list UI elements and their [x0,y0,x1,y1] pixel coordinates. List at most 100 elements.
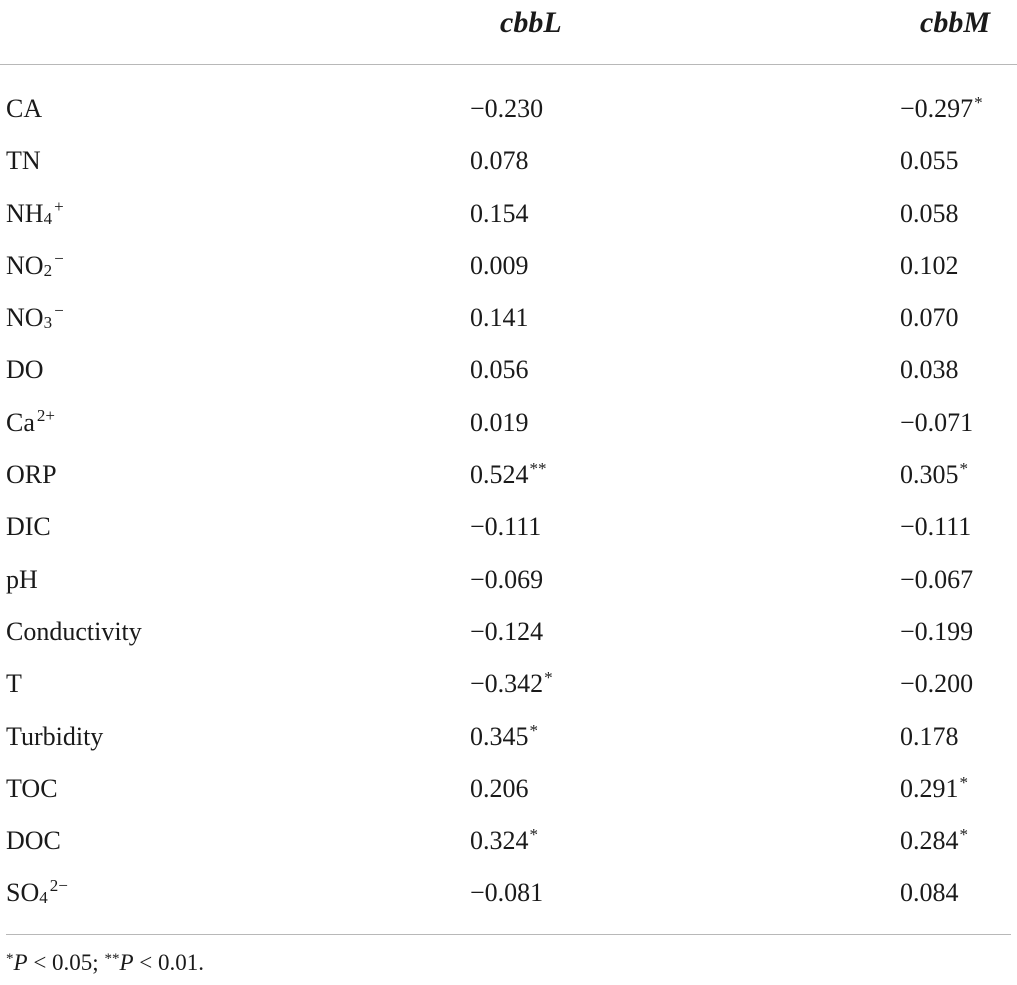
cell-cbbL: −0.342* [470,658,610,713]
cell-cbbM: 0.070 [900,292,1017,344]
row-label-superscript: 2− [49,876,68,896]
table-footnote: *P < 0.05; **P < 0.01. [6,948,204,981]
significance-marker: * [974,93,983,112]
cell-cbbL: 0.056 [470,344,610,396]
cell-cbbM: 0.058 [900,188,1017,240]
cell-value: −0.081 [470,878,544,908]
cell-value: −0.071 [900,407,974,437]
row-label: pH [6,564,38,594]
row-label: DO [6,355,44,385]
table-body: CA −0.230 −0.297* TN 0.078 0.055 NH4+ 0.154 0.05… [0,83,1017,920]
row-label: Conductivity [6,616,142,646]
significance-marker: * [529,825,539,845]
row-label: TN [6,146,41,176]
cell-value: −0.199 [900,616,974,646]
cell-value: 0.078 [470,146,529,176]
table-row: NH4+ 0.154 0.058 [0,188,1017,240]
table-row: DOC 0.324* 0.284* [0,815,1017,867]
cell-cbbM: 0.038 [900,344,1017,396]
cell-cbbL: 0.324* [470,815,610,870]
cell-value: 0.056 [470,355,529,385]
cell-cbbL: −0.230 [470,83,610,135]
cell-cbbL: 0.524** [470,449,610,504]
cell-value: 0.206 [470,773,529,803]
row-label-superscript: 2+ [36,405,55,425]
cell-cbbM: 0.055 [900,135,1017,187]
cell-cbbL: 0.345* [470,711,610,766]
table-row: DO 0.056 0.038 [0,344,1017,396]
footnote-text-2: < 0.01. [133,950,204,975]
significance-marker: ** [529,459,547,479]
cell-value: 0.524 [470,460,529,490]
significance-marker: * [529,720,539,740]
row-label: Ca 2+ [6,397,55,452]
footnote-text-1: < 0.05; [27,950,105,975]
cell-cbbM: −0.199 [900,606,1017,658]
cell-cbbM: −0.067 [900,554,1017,606]
cell-cbbL: 0.078 [470,135,610,187]
row-label: TOC [6,773,58,803]
row-label-base: Ca [6,407,35,437]
cell-value: 0.019 [470,407,529,437]
cell-value: 0.178 [900,721,959,751]
cell-cbbM: −0.071 [900,397,1017,449]
cell-cbbL: 0.206 [470,763,610,815]
cell-value: 0.154 [470,198,529,228]
footnote-p-2: P [119,950,134,975]
table-row: T −0.342* −0.200 [0,658,1017,710]
column-header-cbbM: cbbM [920,6,990,39]
cell-value: 0.009 [470,250,529,280]
significance-marker: * [959,459,969,479]
cell-value: 0.070 [900,303,959,333]
cell-value: 0.141 [470,303,529,333]
cell-cbbM: 0.084 [900,867,1017,919]
row-label: NO3− [6,292,64,347]
cell-cbbL: 0.154 [470,188,610,240]
cell-value: 0.324 [470,826,529,856]
cell-value: −0.111 [470,512,542,542]
cell-value: 0.084 [900,878,959,908]
row-label-subscript: 2 [43,260,53,280]
cell-value: −0.067 [900,564,974,594]
table-row: NO3− 0.141 0.070 [0,292,1017,344]
cell-value: −0.111 [900,512,972,542]
table-row: SO42− −0.081 0.084 [0,867,1017,919]
cell-value: 0.055 [900,146,959,176]
row-label-subscript: 4 [43,208,53,228]
footnote-p-1: P [13,950,28,975]
row-label-subscript: 3 [43,313,53,333]
cell-value: −0.200 [900,669,974,699]
table-header: cbbL cbbM [0,0,1017,65]
cell-cbbL: −0.069 [470,554,610,606]
cell-value: 0.291 [900,773,959,803]
row-label: NO2− [6,240,64,295]
cell-value: −0.069 [470,564,544,594]
row-label: Turbidity [6,721,104,751]
row-label-base: NO [6,250,44,280]
table-row: pH −0.069 −0.067 [0,554,1017,606]
table-row: DIC −0.111 −0.111 [0,501,1017,553]
cell-value: 0.102 [900,250,959,280]
cell-value: 0.038 [900,355,959,385]
cell-cbbL: 0.009 [470,240,610,292]
cell-cbbM: −0.297* [900,83,1017,138]
cell-cbbL: 0.019 [470,397,610,449]
cell-value: −0.124 [470,616,544,646]
table-row: Ca 2+ 0.019 −0.071 [0,397,1017,449]
cell-cbbL: 0.141 [470,292,610,344]
cell-cbbM: −0.200 [900,658,1017,710]
row-label: NH4+ [6,188,64,243]
cell-cbbM: 0.284* [900,815,1017,870]
row-label: DIC [6,512,51,542]
table-row: CA −0.230 −0.297* [0,83,1017,135]
row-label-base: NH [6,198,44,228]
table-row: NO2− 0.009 0.102 [0,240,1017,292]
footer-divider [6,934,1011,935]
table-row: TOC 0.206 0.291* [0,763,1017,815]
table-row: ORP 0.524** 0.305* [0,449,1017,501]
row-label-base: SO [6,878,40,908]
row-label-subscript: 4 [39,888,48,908]
cell-cbbL: −0.111 [470,501,610,553]
cell-value: 0.284 [900,826,959,856]
significance-marker: * [544,668,553,688]
